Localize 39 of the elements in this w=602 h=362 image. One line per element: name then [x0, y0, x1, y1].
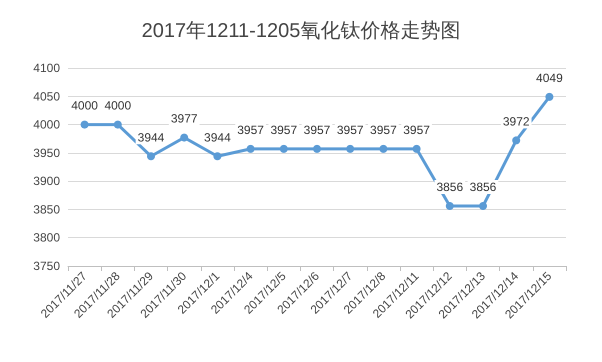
data-label: 3957 — [237, 122, 264, 137]
data-label: 3944 — [138, 130, 165, 144]
point — [313, 144, 321, 153]
point — [213, 152, 222, 160]
data-label: 3856 — [436, 180, 464, 194]
point — [280, 144, 288, 153]
point — [80, 120, 89, 129]
data-label: 3977 — [170, 112, 198, 126]
data-label: 3957 — [370, 122, 398, 137]
chart-title: 2017年1211-1205氧化钛价格走势图 — [142, 20, 460, 42]
data-label: 3957 — [304, 122, 331, 137]
y-tick-label: 3850 — [33, 202, 60, 216]
point — [479, 202, 487, 210]
point — [246, 144, 255, 153]
point — [346, 144, 354, 153]
data-label: 4049 — [536, 70, 564, 85]
point — [147, 152, 155, 160]
point — [412, 144, 421, 153]
point — [512, 136, 520, 144]
data-label: 3957 — [270, 122, 298, 137]
data-label: 3944 — [204, 130, 232, 144]
y-tick-label: 4100 — [33, 61, 60, 75]
y-tick-label: 4000 — [33, 118, 60, 132]
data-label: 4000 — [104, 98, 132, 113]
point — [379, 144, 388, 153]
y-tick-label: 3900 — [33, 174, 60, 188]
data-label: 3972 — [502, 114, 530, 128]
point — [446, 202, 454, 210]
y-tick-label: 3800 — [33, 230, 60, 245]
y-tick-label: 3750 — [33, 259, 60, 273]
data-label: 3957 — [403, 122, 430, 137]
data-label: 3957 — [336, 122, 364, 137]
point — [180, 134, 188, 142]
point — [545, 92, 554, 101]
y-tick-label: 3950 — [33, 146, 60, 160]
point — [114, 120, 122, 129]
y-tick-label: 4050 — [33, 89, 60, 104]
data-label: 4000 — [71, 98, 98, 113]
data-label: 3856 — [470, 180, 497, 194]
